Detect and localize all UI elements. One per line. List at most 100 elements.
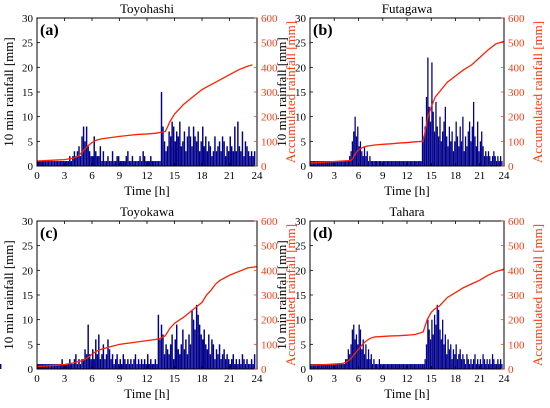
x-tick-label: 0 xyxy=(34,170,40,182)
rainfall-bar xyxy=(384,161,386,166)
rainfall-bar xyxy=(459,126,461,166)
x-axis-label: Time [h] xyxy=(384,183,429,198)
y-tick-label: 15 xyxy=(22,290,34,302)
x-tick-label: 18 xyxy=(450,373,462,385)
rainfall-bar xyxy=(310,364,312,369)
rainfall-bar xyxy=(389,161,391,166)
rainfall-bar xyxy=(401,364,403,369)
y-right-tick-label: 300 xyxy=(261,87,278,99)
rainfall-bar xyxy=(437,309,440,369)
rainfall-bar xyxy=(231,146,233,166)
y-tick-label: 30 xyxy=(295,13,307,25)
rainfall-bar xyxy=(373,161,375,166)
rainfall-bar xyxy=(471,364,473,369)
x-tick-label: 9 xyxy=(380,170,386,182)
rainfall-bar xyxy=(450,344,452,369)
rainfall-bar xyxy=(386,161,389,166)
accumulated-rainfall-line xyxy=(36,64,253,162)
rainfall-bar xyxy=(429,339,432,369)
rainfall-bar xyxy=(200,334,202,369)
rainfall-bar xyxy=(209,146,212,166)
rainfall-bar xyxy=(425,96,428,166)
y-right-tick-label: 100 xyxy=(261,136,278,148)
rainfall-bar xyxy=(171,334,173,369)
rainfall-bar xyxy=(157,161,160,166)
rainfall-bar xyxy=(405,161,407,166)
rainfall-bar xyxy=(353,131,355,166)
rainfall-bar xyxy=(88,151,91,166)
rainfall-bar xyxy=(494,156,496,166)
x-tick-label: 0 xyxy=(34,373,40,385)
y-right-tick-label: 600 xyxy=(261,216,278,228)
rainfall-bar xyxy=(393,161,395,166)
rainfall-bar xyxy=(409,364,411,369)
rainfall-bar xyxy=(336,161,339,166)
rainfall-bar xyxy=(90,359,92,369)
rainfall-bar xyxy=(111,151,114,166)
rainfall-bar xyxy=(194,136,196,166)
x-tick-label: 18 xyxy=(197,373,209,385)
rainfall-bar xyxy=(350,151,352,166)
x-tick-label: 9 xyxy=(380,373,386,385)
rainfall-bar xyxy=(493,359,495,369)
x-tick-label: 15 xyxy=(169,373,181,385)
rainfall-bar xyxy=(330,364,332,369)
rainfall-bar xyxy=(223,349,225,369)
rainfall-bar xyxy=(159,161,161,166)
rainfall-bar xyxy=(314,161,316,166)
rainfall-bar xyxy=(482,354,484,369)
rainfall-bar xyxy=(250,151,253,166)
rainfall-bar xyxy=(464,136,467,166)
rainfall-bar xyxy=(232,151,235,166)
rainfall-bar xyxy=(462,116,464,166)
rainfall-bar xyxy=(436,304,438,369)
rainfall-bar xyxy=(136,161,138,166)
rainfall-bar xyxy=(232,354,235,369)
rainfall-bar xyxy=(202,126,204,166)
rainfall-bar xyxy=(355,136,358,166)
y-tick-label: 15 xyxy=(295,290,307,302)
rainfall-bar xyxy=(320,364,323,369)
rainfall-bar xyxy=(374,161,376,166)
rainfall-bar xyxy=(183,131,186,166)
y-right-tick-label: 500 xyxy=(261,241,278,253)
rainfall-bar xyxy=(221,136,224,166)
chart-panel-3: 0 3 6 9 12 15 18 21 2405101520253001002003004005… xyxy=(1,204,298,401)
rainfall-bar xyxy=(79,364,82,369)
rainfall-bar xyxy=(72,156,74,166)
rainfall-bar xyxy=(88,354,91,369)
rainfall-bar xyxy=(166,146,169,166)
rainfall-bar xyxy=(342,161,344,166)
rainfall-bar xyxy=(377,364,379,369)
rainfall-bar xyxy=(462,354,464,369)
rainfall-bar xyxy=(353,324,355,369)
rainfall-bar xyxy=(168,131,170,166)
rainfall-bar xyxy=(66,161,68,166)
rainfall-bar xyxy=(52,364,54,369)
rainfall-bar xyxy=(168,354,170,369)
rainfall-bar xyxy=(375,161,378,166)
rainfall-bar xyxy=(433,131,436,166)
rainfall-bar xyxy=(455,344,457,369)
rainfall-bar xyxy=(182,141,184,166)
x-tick-label: 12 xyxy=(402,373,413,385)
x-axis-label: Time [h] xyxy=(384,386,429,401)
y-tick-label: 25 xyxy=(295,241,307,253)
rainfall-bar xyxy=(456,359,459,369)
rainfall-bar xyxy=(136,364,138,369)
accumulated-rainfall-line xyxy=(36,265,258,368)
x-tick-label: 12 xyxy=(402,170,413,182)
rainfall-bar xyxy=(452,151,455,166)
rainfall-bar xyxy=(415,364,417,369)
rainfall-bar xyxy=(215,151,218,166)
rainfall-bar xyxy=(73,151,76,166)
rainfall-bar xyxy=(124,359,126,369)
rainfall-bar xyxy=(334,364,336,369)
rainfall-bar xyxy=(435,101,437,166)
rainfall-bar xyxy=(107,156,109,166)
rainfall-bar xyxy=(417,161,420,166)
rainfall-bar xyxy=(114,359,117,369)
y-tick-label: 10 xyxy=(295,112,307,124)
y-tick-label: 25 xyxy=(22,241,34,253)
y-right-tick-label: 0 xyxy=(261,161,267,173)
